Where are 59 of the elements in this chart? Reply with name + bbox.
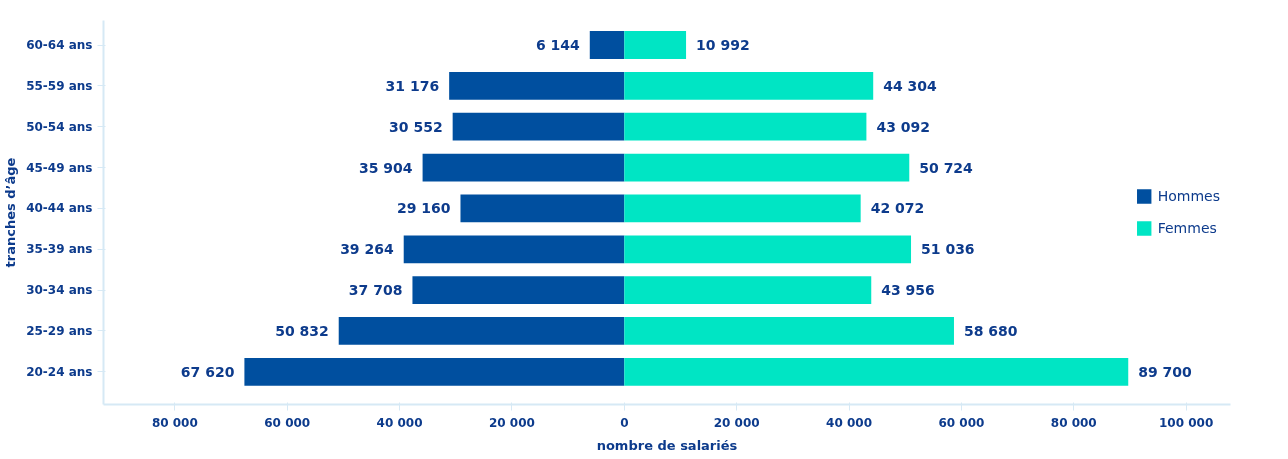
data-label: 10 992 [696, 37, 750, 54]
data-label: 39 264 [340, 241, 394, 258]
data-label: 37 708 [348, 282, 403, 299]
data-label: 31 176 [385, 77, 440, 94]
bar [338, 317, 625, 345]
x-tick-label: 20 000 [488, 415, 535, 430]
y-tick-label: 30-34 ans [26, 283, 93, 298]
bar [624, 153, 910, 182]
data-label: 58 680 [963, 322, 1018, 339]
bar [624, 317, 954, 345]
legend-label: Femmes [1157, 220, 1217, 236]
y-tick-label: 50-54 ans [26, 119, 93, 134]
legend-label: Hommes [1157, 188, 1220, 204]
x-tick-label: 80 000 [151, 415, 198, 430]
bar [624, 31, 687, 59]
bar [460, 194, 625, 223]
data-label: 43 956 [881, 282, 935, 299]
bar [452, 112, 625, 141]
y-tick-label: 55-59 ans [26, 78, 93, 93]
bar [624, 357, 1129, 386]
data-label: 42 072 [870, 200, 925, 217]
data-label: 50 832 [275, 322, 329, 339]
data-label: 67 620 [180, 363, 235, 380]
x-tick-label: 80 000 [1050, 415, 1097, 430]
bar [589, 31, 625, 59]
bar [422, 153, 625, 182]
y-tick-label: 45-49 ans [26, 160, 93, 175]
bar [624, 276, 872, 305]
x-tick-label: 60 000 [938, 415, 985, 430]
y-tick-label: 40-44 ans [26, 201, 93, 216]
bar [449, 71, 625, 100]
data-label: 50 724 [919, 159, 974, 176]
x-tick-label: 0 [620, 415, 629, 430]
x-tick-label: 60 000 [264, 415, 311, 430]
bar [624, 194, 861, 223]
x-tick-label: 40 000 [376, 415, 423, 430]
bar [624, 235, 912, 264]
data-label: 29 160 [396, 200, 451, 217]
y-tick-label: 25-29 ans [26, 323, 93, 338]
data-label: 51 036 [921, 241, 975, 258]
bar [244, 357, 625, 386]
y-axis-title: tranches d’âge [3, 157, 19, 268]
data-label: 35 904 [359, 159, 413, 176]
y-tick-label: 60-64 ans [26, 38, 93, 53]
x-tick-label: 40 000 [826, 415, 872, 430]
data-label: 43 092 [876, 118, 930, 135]
data-label: 44 304 [883, 77, 938, 94]
bar [624, 112, 867, 141]
bar [624, 71, 874, 100]
data-label: 30 552 [389, 118, 443, 135]
data-label: 89 700 [1138, 363, 1193, 380]
y-tick-label: 35-39 ans [26, 242, 93, 257]
data-label: 6 144 [535, 37, 581, 54]
y-tick-label: 20-24 ans [26, 364, 93, 379]
x-axis-title: nombre de salariés [596, 437, 738, 453]
bar [412, 276, 625, 305]
x-tick-label: 20 000 [713, 415, 760, 430]
x-tick-label: 100 000 [1158, 415, 1214, 430]
bar [403, 235, 625, 264]
